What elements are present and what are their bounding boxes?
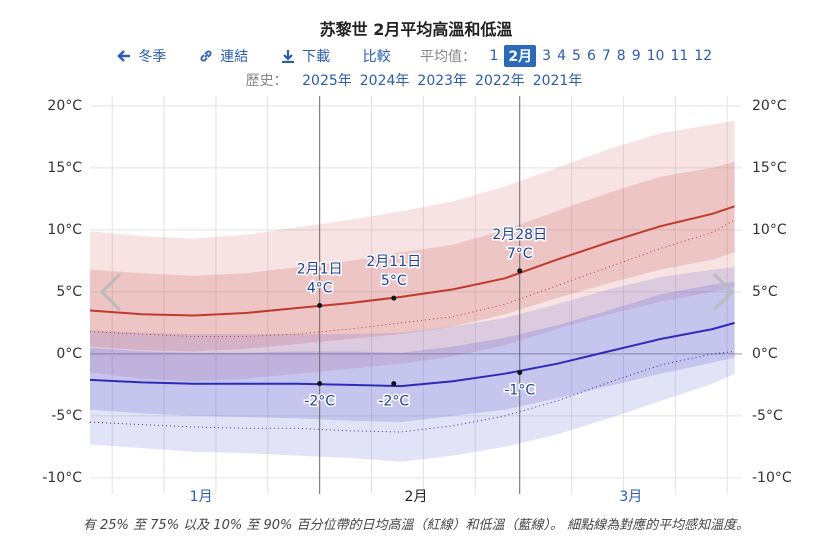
prev-arrow[interactable] <box>99 272 122 312</box>
download-text[interactable]: 下載 <box>302 49 331 65</box>
season-link[interactable]: 冬季 <box>117 46 169 66</box>
annotation-low: -2°C <box>378 394 409 410</box>
y-tick-label: 15°C <box>47 160 82 176</box>
band <box>90 282 735 423</box>
y-tick-label-right: -10°C <box>752 470 792 486</box>
chart-title: 苏黎世 2月平均高溫和低溫 <box>319 20 513 39</box>
month-link[interactable]: 7 <box>601 48 611 64</box>
annotation-date: 2月28日 <box>492 227 547 243</box>
annotation-low: -1°C <box>504 382 535 398</box>
month-link[interactable]: 4 <box>557 48 567 64</box>
month-link[interactable]: 10 <box>646 48 665 64</box>
month-link[interactable]: 11 <box>670 48 689 64</box>
high-point <box>391 295 397 301</box>
y-tick-label: -5°C <box>51 408 82 424</box>
y-tick-label-right: 15°C <box>752 160 787 176</box>
month-link[interactable]: 9 <box>631 48 641 64</box>
x-tick-label: 1月 <box>190 489 213 505</box>
history-label: 歷史： <box>245 73 288 89</box>
year-link[interactable]: 2023年 <box>417 73 468 89</box>
chart: -10°C -10°C -5°C -5°C 0°C 0°C 5°C 5°C 10°C 10°C 15… <box>42 96 792 505</box>
band <box>90 267 735 462</box>
y-tick-label-right: 10°C <box>752 222 787 238</box>
x-tick-label: 2月 <box>405 489 428 505</box>
x-tick-label: 3月 <box>619 489 642 505</box>
y-tick-label: 10°C <box>47 222 82 238</box>
month-link[interactable]: 3 <box>542 48 552 64</box>
history-bar: 歷史： 2025年 2024年 2023年 2022年 2021年 <box>0 70 832 90</box>
caption: 有 25% 至 75% 以及 10% 至 90% 百分位帶的日均高溫（紅線）和低… <box>82 518 750 533</box>
year-link[interactable]: 2025年 <box>302 73 352 89</box>
link-text[interactable]: 連結 <box>220 49 249 65</box>
annotation-low: -2°C <box>304 394 335 410</box>
feels-like-line <box>90 350 735 433</box>
year-link[interactable]: 2024年 <box>359 73 410 89</box>
annotation-high: 5°C <box>381 273 407 289</box>
y-tick-label: 20°C <box>47 98 82 114</box>
month-link[interactable]: 2月 <box>504 45 537 67</box>
month-link[interactable]: 1 <box>489 48 499 64</box>
nav-bar: 冬季 連結 下載 比較 平均值： 1 2月 3 4 5 6 7 8 9 10 11 12 <box>0 45 832 67</box>
month-list: 1 2月 3 4 5 6 7 8 9 10 11 12 <box>487 45 716 67</box>
download-link[interactable]: 下載 <box>281 46 333 66</box>
y-tick-label-right: 0°C <box>752 346 778 362</box>
annotation-high: 7°C <box>507 246 533 262</box>
y-tick-label-right: 20°C <box>752 98 787 114</box>
low-point <box>317 381 323 387</box>
feels-like-line <box>90 219 735 337</box>
month-link[interactable]: 5 <box>572 48 581 64</box>
high-point <box>517 268 523 274</box>
mean-line <box>90 321 735 388</box>
band <box>90 120 735 382</box>
month-link[interactable]: 6 <box>586 48 596 64</box>
month-link[interactable]: 12 <box>694 48 713 64</box>
month-link[interactable]: 8 <box>616 48 626 64</box>
year-link[interactable]: 2021年 <box>532 73 583 89</box>
y-tick-label-right: -5°C <box>752 408 783 424</box>
high-point <box>317 303 323 309</box>
annotation-date: 2月1日 <box>297 262 343 278</box>
annotation-high: 4°C <box>307 281 333 297</box>
annotation-date: 2月11日 <box>366 254 421 270</box>
low-point <box>391 381 397 387</box>
band <box>90 161 735 352</box>
compare-link[interactable]: 比較 <box>362 49 391 65</box>
mean-line <box>90 205 735 317</box>
y-tick-label-right: 5°C <box>752 284 778 300</box>
season-text[interactable]: 冬季 <box>138 49 167 65</box>
next-arrow[interactable] <box>712 272 735 312</box>
low-point <box>517 369 523 375</box>
y-tick-label: -10°C <box>42 470 82 486</box>
y-tick-label: 5°C <box>56 284 82 300</box>
average-label: 平均值： <box>420 49 477 65</box>
year-link[interactable]: 2022年 <box>475 73 525 89</box>
link-link[interactable]: 連結 <box>199 46 251 66</box>
year-list: 2025年 2024年 2023年 2022年 2021年 <box>298 70 586 90</box>
y-tick-label: 0°C <box>56 346 82 362</box>
